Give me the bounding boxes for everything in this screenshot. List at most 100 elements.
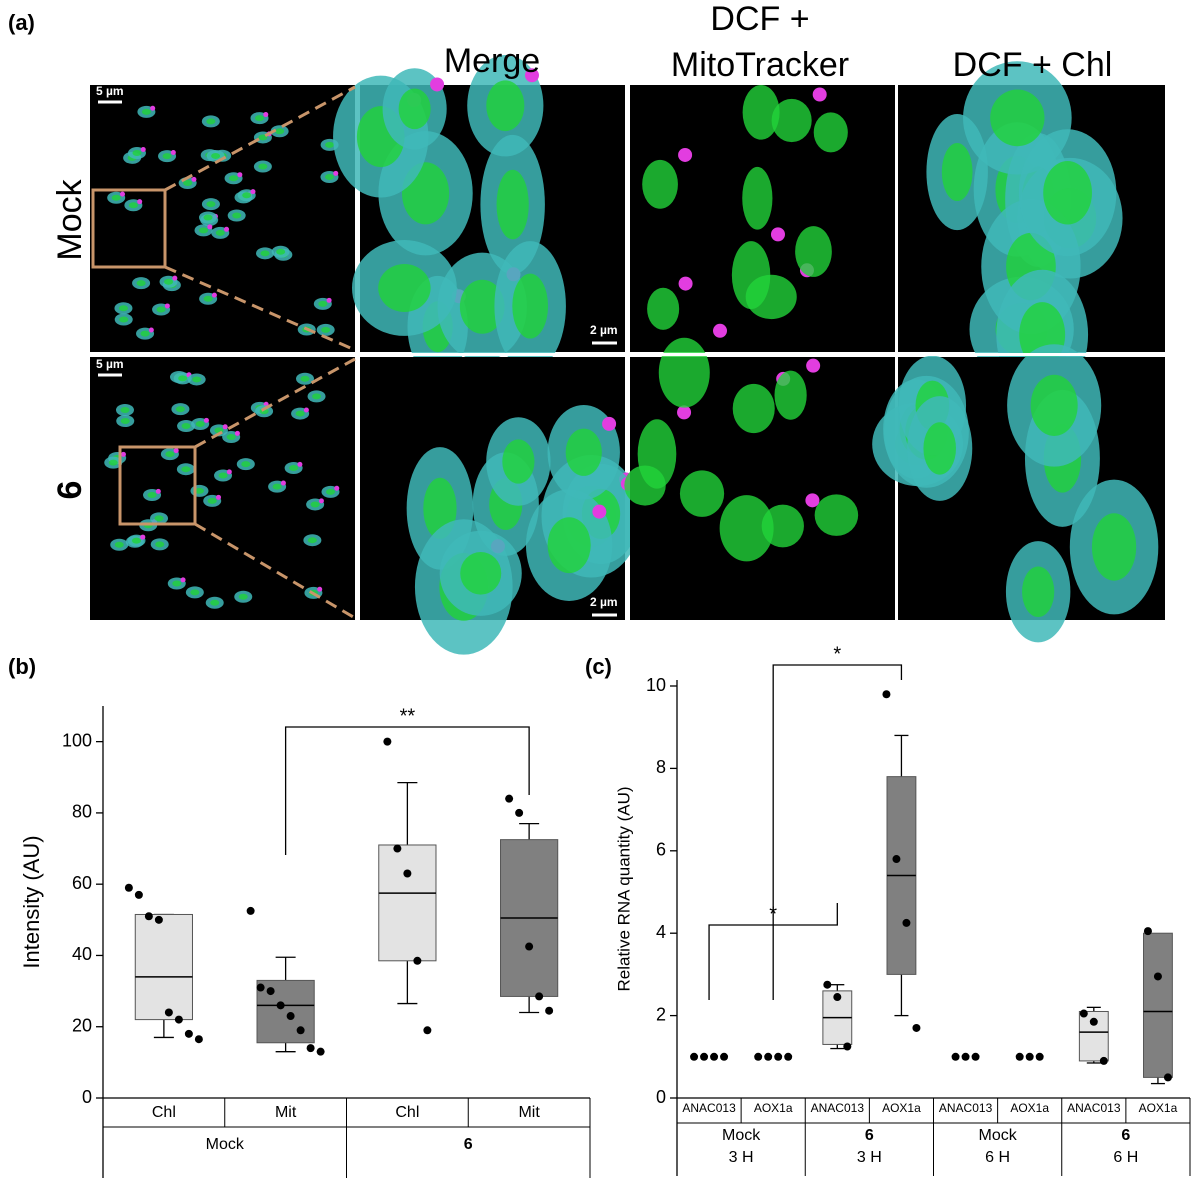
data-point — [154, 915, 163, 924]
group-sublabel: 6 H — [985, 1149, 1010, 1166]
group-label: Mock — [206, 1136, 245, 1153]
y-tick-label: 0 — [82, 1087, 92, 1107]
cell-core — [229, 175, 239, 182]
cell-core — [254, 115, 264, 122]
cell-core — [155, 541, 165, 548]
group-sublabel: 3 H — [857, 1149, 882, 1166]
mito — [170, 149, 176, 155]
data-point — [882, 690, 891, 699]
cell-core — [732, 383, 775, 434]
mito — [226, 469, 232, 475]
data-point — [774, 1052, 783, 1061]
cell-core — [496, 169, 529, 240]
mito — [678, 276, 693, 291]
cell-core — [147, 491, 157, 498]
mito — [806, 358, 821, 373]
data-point — [690, 1052, 699, 1061]
mito — [592, 504, 607, 519]
mito — [224, 226, 230, 232]
cell-core — [325, 141, 335, 148]
cell-core — [307, 537, 317, 544]
y-tick-label: 60 — [72, 873, 92, 893]
mito — [770, 227, 785, 242]
cell-core — [128, 202, 138, 209]
x-tick-label: Mit — [275, 1104, 297, 1121]
data-point — [754, 1052, 763, 1061]
group-label: Mock — [722, 1127, 761, 1144]
data-point — [266, 987, 275, 996]
mito — [317, 586, 323, 592]
cell-core — [813, 112, 848, 153]
zoom-line — [164, 85, 356, 192]
mito — [263, 112, 269, 118]
x-tick-label: ANAC013 — [811, 1101, 865, 1115]
cell-core — [325, 488, 335, 495]
data-point — [1153, 972, 1162, 981]
mito — [137, 199, 143, 205]
cell-core — [642, 159, 678, 209]
data-point — [134, 890, 143, 899]
data-point — [892, 855, 901, 864]
cell-core — [164, 278, 174, 285]
y-tick-label: 8 — [656, 757, 666, 777]
cell-core — [241, 461, 251, 468]
column-title: DCF + Chl — [952, 46, 1113, 84]
data-point — [833, 993, 842, 1002]
cell-core — [502, 439, 535, 484]
cell-core — [210, 599, 220, 606]
cell-core — [232, 212, 242, 219]
data-point — [1025, 1052, 1034, 1061]
cell-core — [1030, 374, 1078, 437]
column-title: Merge — [443, 42, 541, 80]
cell-core — [119, 316, 129, 323]
data-point — [1099, 1056, 1108, 1065]
y-tick-label: 100 — [62, 730, 92, 750]
cell-core — [312, 393, 322, 400]
zoom-box — [118, 445, 197, 526]
cell-core — [120, 418, 130, 425]
data-point — [902, 918, 911, 927]
mito — [334, 485, 340, 491]
row-label: Mock — [51, 178, 89, 260]
cell-core — [289, 465, 299, 472]
box — [134, 913, 193, 1021]
mito — [237, 172, 243, 178]
scale-bar-label: 5 µm — [96, 357, 124, 371]
data-point — [515, 808, 524, 817]
cell-core — [486, 80, 525, 132]
row-label: 6 — [51, 481, 89, 500]
x-tick-label: Chl — [395, 1104, 419, 1121]
y-tick-label: 6 — [656, 840, 666, 860]
cell-core — [203, 214, 213, 221]
cell-core — [199, 227, 209, 234]
y-tick-label: 2 — [656, 1004, 666, 1024]
mito — [333, 170, 339, 176]
data-point — [276, 1001, 285, 1010]
data-point — [784, 1052, 793, 1061]
panel-label: (b) — [8, 654, 36, 679]
data-point — [961, 1052, 970, 1061]
data-point — [413, 956, 422, 965]
mito — [140, 534, 146, 540]
cell-core — [258, 163, 268, 170]
cell-core — [1091, 513, 1137, 581]
x-tick-label: AOX1a — [1139, 1101, 1178, 1115]
mito — [203, 417, 209, 423]
data-point — [823, 980, 832, 989]
cell-core — [941, 143, 973, 202]
data-point — [843, 1042, 852, 1051]
cell-core — [118, 305, 128, 312]
data-point — [525, 942, 534, 951]
mito — [119, 191, 125, 197]
mito — [211, 292, 217, 298]
significance-label: * — [833, 643, 841, 665]
y-axis-label: Relative RNA quantity (AU) — [614, 786, 633, 991]
mito — [172, 275, 178, 281]
data-point — [1163, 1073, 1172, 1082]
data-point — [256, 983, 265, 992]
data-point — [164, 1008, 173, 1017]
group-label: 6 — [1121, 1127, 1130, 1144]
mito — [191, 176, 197, 182]
data-point — [306, 1044, 315, 1053]
zoom-line — [194, 522, 356, 620]
